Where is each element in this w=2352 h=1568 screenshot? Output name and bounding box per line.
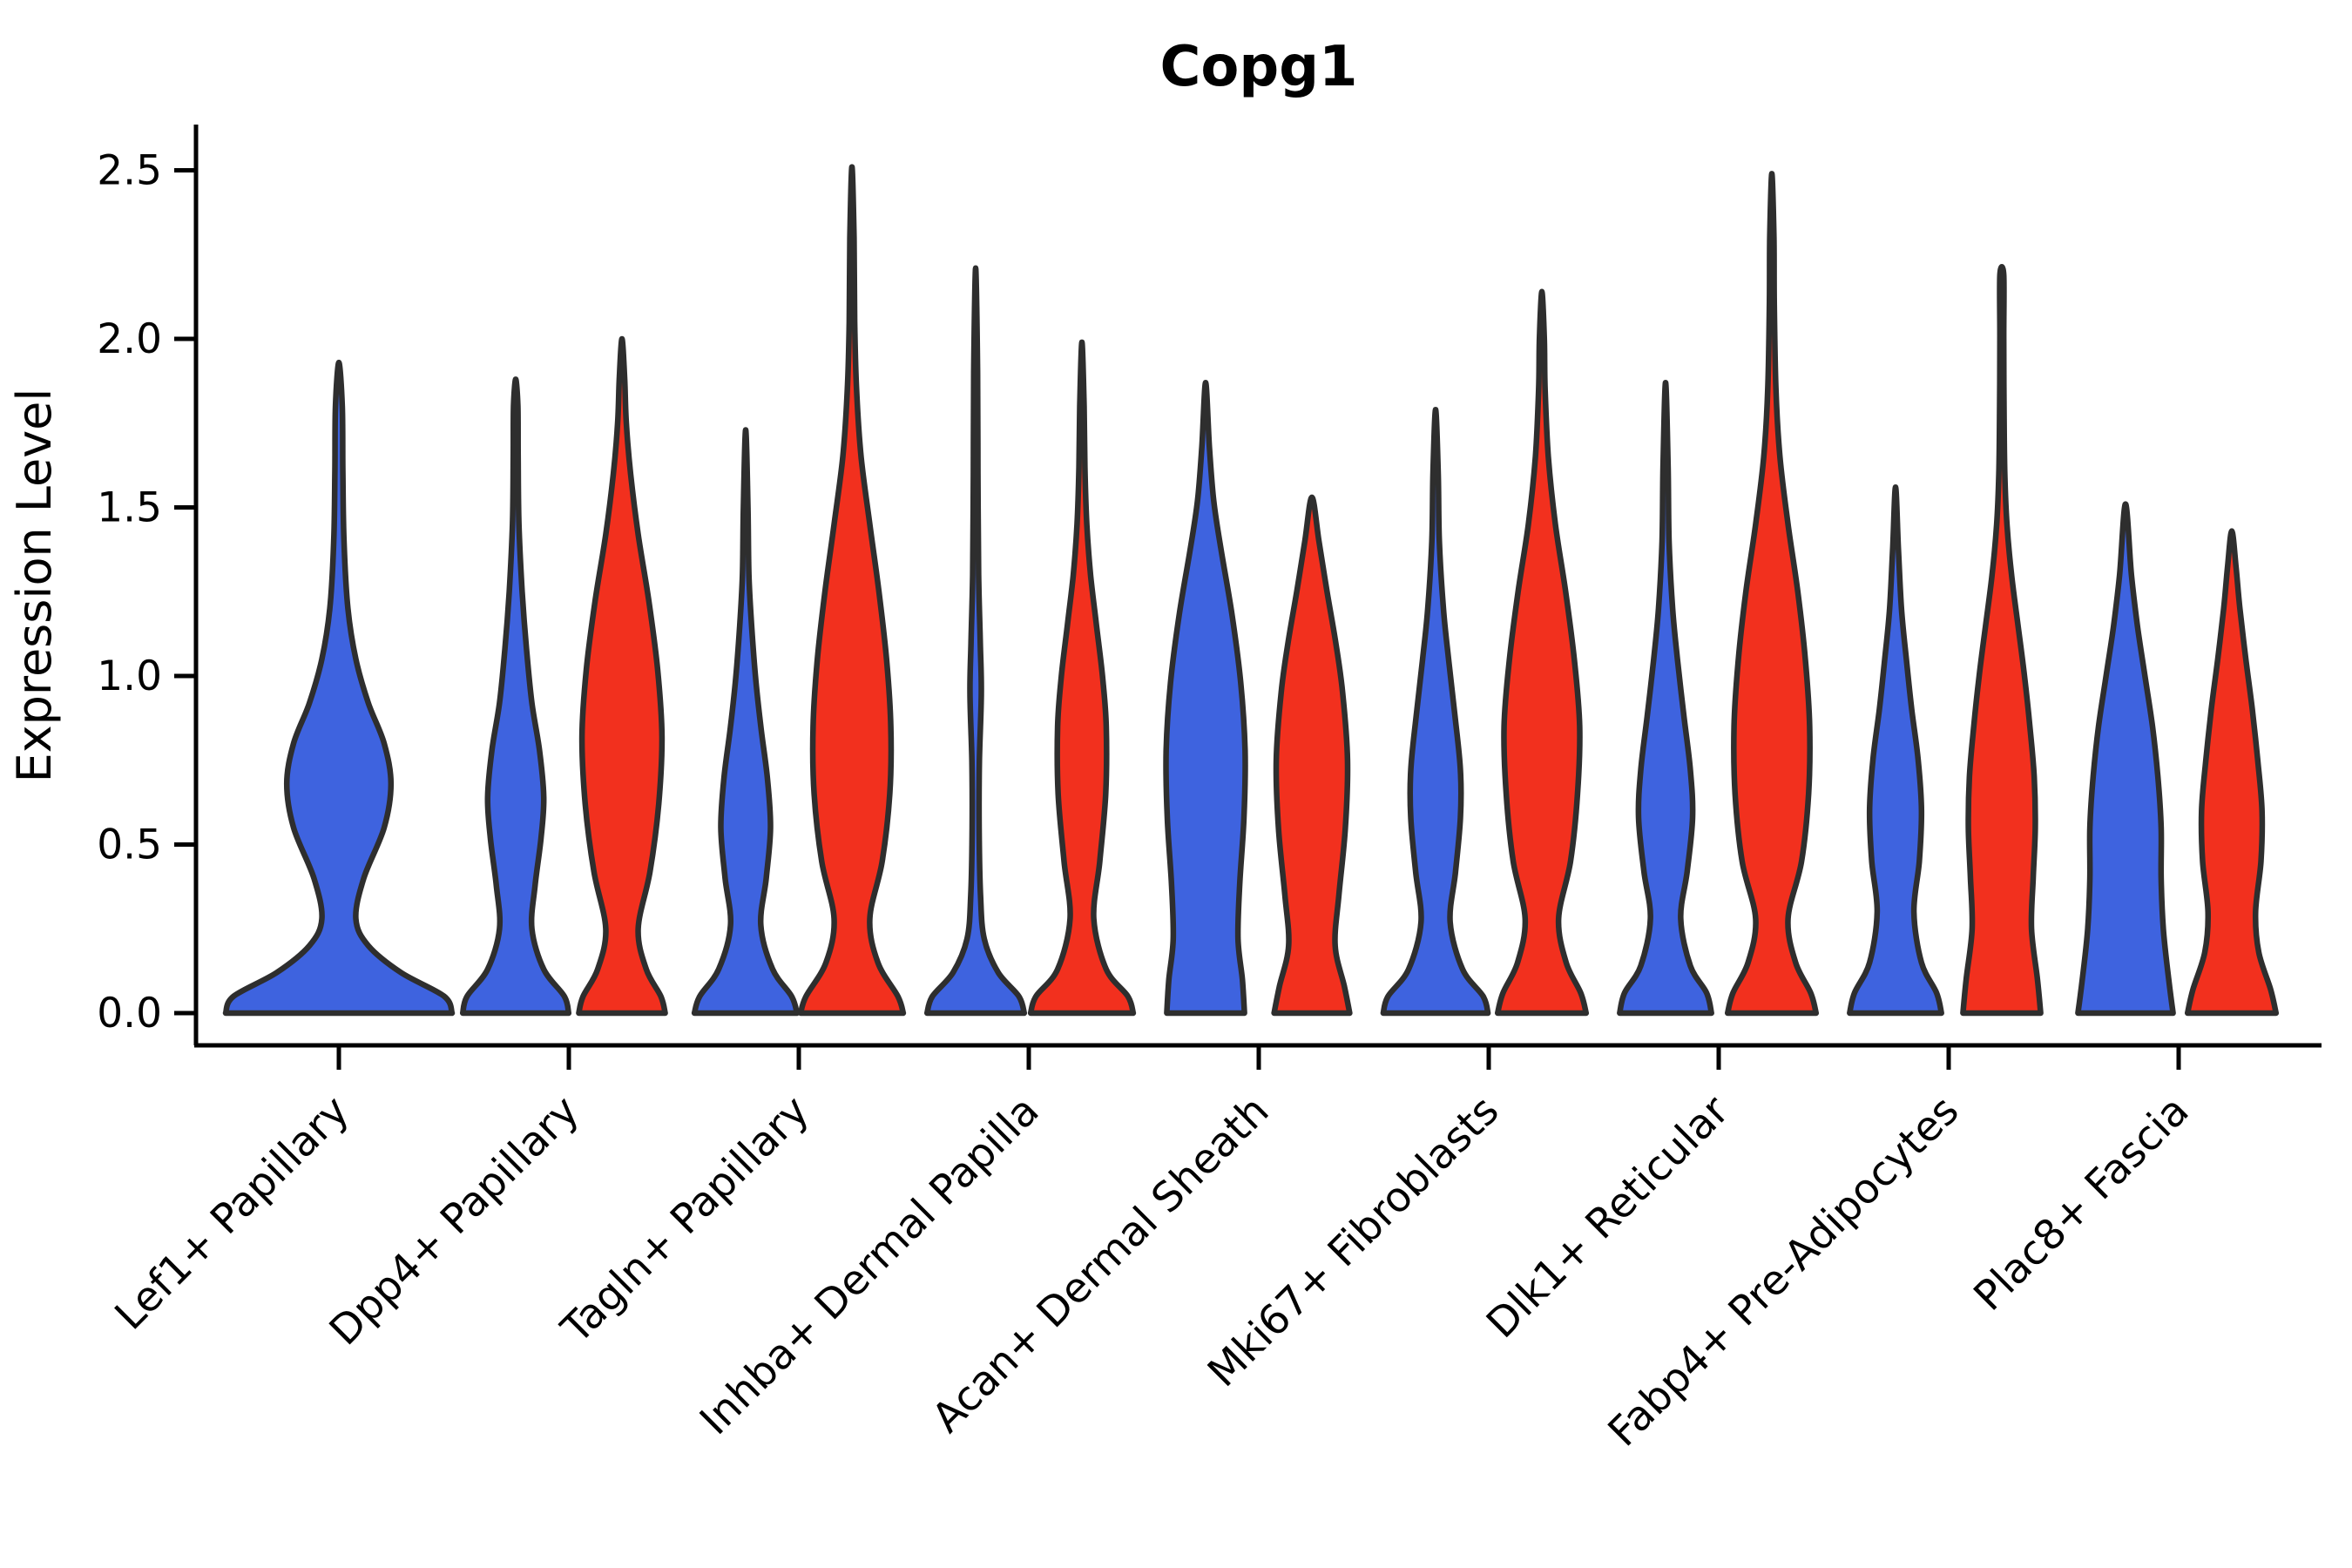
violin-tagln-papillary-red [797,164,907,1017]
violin-tagln-papillary-blue [691,427,801,1017]
y-axis-label: Expression Level [7,389,62,783]
x-category-label: Dlk1+ Reticular [1477,1086,1739,1348]
x-category-label: Tagln+ Papillary [552,1087,819,1354]
y-tick-label: 0.0 [97,990,162,1037]
violin-dpp4-papillary-red [576,335,668,1017]
chart-title: Copg1 [1159,35,1357,99]
y-tick-label: 0.5 [97,821,162,869]
y-tick-label: 2.0 [97,315,162,363]
violin-mki67-fibroblasts-red [1494,288,1590,1017]
x-category-label: Plac8+ Fascia [1965,1087,2199,1321]
violin-fabp4-pre-adipocytes-blue [1847,484,1944,1017]
violin-lef1-papillary-blue [222,359,456,1017]
violin-inhba-dermal-papilla-blue [923,265,1028,1017]
x-category-label: Lef1+ Papillary [106,1087,359,1340]
violin-acan-dermal-sheath-red [1271,494,1353,1017]
violin-dlk1-reticular-blue [1617,380,1714,1017]
violin-plac8-fascia-red [2184,528,2280,1017]
violin-plac8-fascia-blue [2075,501,2176,1017]
violins-layer [222,164,2280,1017]
violin-dlk1-reticular-red [1724,171,1820,1017]
y-tick-label: 1.0 [97,652,162,700]
violin-fabp4-pre-adipocytes-red [1960,264,2044,1017]
x-category-label: Dpp4+ Papillary [321,1087,589,1355]
y-tick-label: 1.5 [97,484,162,532]
y-tick-label: 2.5 [97,147,162,195]
violin-dpp4-papillary-blue [459,376,572,1017]
violin-mki67-fibroblasts-blue [1380,407,1491,1017]
violin-inhba-dermal-papilla-red [1027,339,1137,1017]
violin-acan-dermal-sheath-blue [1163,380,1248,1017]
